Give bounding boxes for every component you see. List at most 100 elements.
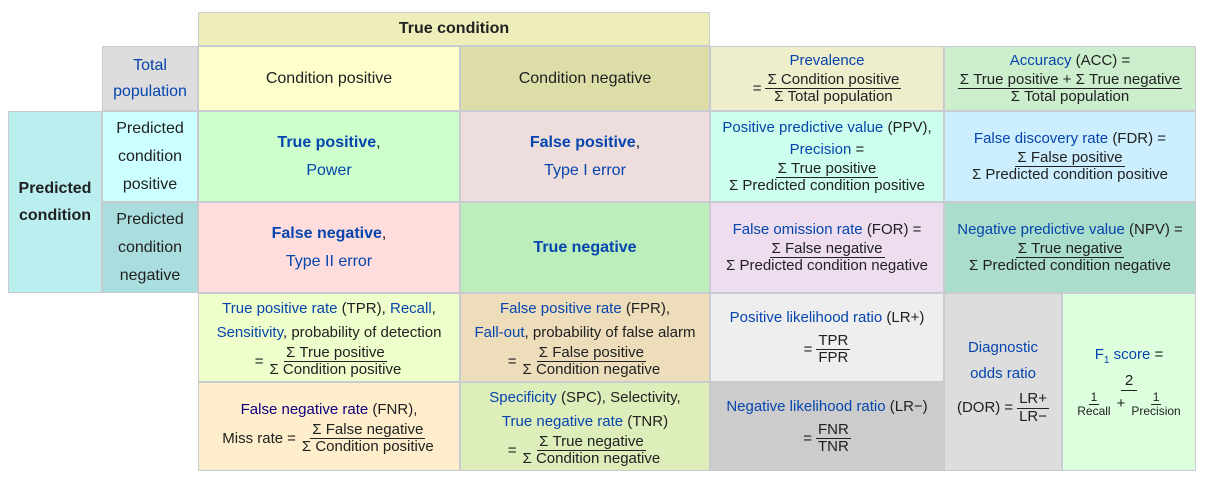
dor-abbr: (DOR) [956,399,1001,416]
false-negative-link[interactable]: False negative [271,225,382,243]
lr-positive-denominator: FPR [818,349,849,366]
prevalence-link[interactable]: Prevalence [789,51,865,69]
lr-negative-abbr: (LR−) [889,397,928,415]
predicted-negative-line1: Predicted [116,210,184,228]
lr-negative-fraction: FNR TNR [815,420,851,456]
fpr-abbr: (FPR), [625,299,671,317]
f1-subscript: 1 [1103,355,1110,367]
true-positive-link[interactable]: True positive [277,134,377,152]
type-ii-error-link[interactable]: Type II error [285,252,373,270]
predicted-positive-line3: positive [122,175,178,193]
predicted-condition-line1: Predicted [18,179,92,197]
for-cell: False omission rate (FOR) = Σ False nega… [710,202,944,293]
condition-positive-label: Condition positive [265,69,393,87]
predicted-negative-header: Predicted condition negative [102,202,198,293]
f1-fraction: 2 1 Recall + 1 Precision [1073,373,1184,418]
npv-link[interactable]: Negative predictive value [957,220,1125,238]
tpr-rest: , probability of detection [282,323,442,341]
f1-recall-one: 1 [1088,389,1100,405]
fnr-link[interactable]: False negative rate [240,400,369,418]
specificity-abbr: (SPC), Selectivity, [560,388,681,406]
recall-link[interactable]: Recall [389,299,432,317]
fnr-denominator: Σ Condition positive [301,438,434,455]
ppv-link[interactable]: Positive predictive value [722,118,884,136]
fdr-fraction: Σ False positive Σ Predicted condition p… [970,149,1170,184]
total-population-cell[interactable]: Total population [102,46,198,111]
f1-plus: + [1116,395,1126,412]
predicted-positive-line1: Predicted [116,119,184,137]
accuracy-cell: Accuracy (ACC) = Σ True positive + Σ Tru… [944,46,1196,111]
false-negative-cell: False negative, Type II error [198,202,460,293]
lr-positive-link[interactable]: Positive likelihood ratio [729,308,883,326]
fpr-cell: False positive rate (FPR), Fall-out, pro… [460,293,710,382]
fpr-fraction: Σ False positive Σ Condition negative [521,343,663,379]
specificity-cell: Specificity (SPC), Selectivity, True neg… [460,382,710,471]
dor-fraction: LR+ LR− [1017,390,1050,425]
power-link[interactable]: Power [306,161,352,179]
npv-cell: Negative predictive value (NPV) = Σ True… [944,202,1196,293]
tpr-comma: , [431,299,436,317]
miss-rate-label: Miss rate [222,429,284,447]
fpr-numerator: Σ False positive [536,343,646,362]
fnr-fraction: Σ False negative Σ Condition positive [300,420,436,456]
ppv-fraction: Σ True positive Σ Predicted condition po… [727,159,927,195]
specificity-link[interactable]: Specificity [489,388,557,406]
predicted-condition-header: Predicted condition [8,111,102,293]
dor-line2[interactable]: odds ratio [970,365,1036,382]
sensitivity-link[interactable]: Sensitivity [216,323,283,341]
lr-negative-link[interactable]: Negative likelihood ratio [726,397,886,415]
dor-line1[interactable]: Diagnostic [967,339,1039,356]
ppv-numerator: Σ True positive [775,159,879,178]
accuracy-numerator: Σ True positive + Σ True negative [957,70,1183,89]
lr-negative-cell: Negative likelihood ratio (LR−) = FNR TN… [710,382,944,471]
f1-precision-fraction: 1 Precision [1129,389,1182,418]
false-negative-comma: , [381,225,387,243]
f1-score-link[interactable]: F1 score [1095,346,1151,367]
fpr-denominator: Σ Condition negative [522,361,661,378]
fall-out-link[interactable]: Fall-out [474,323,525,341]
fnr-numerator: Σ False negative [310,420,426,439]
fdr-denominator: Σ Predicted condition positive [971,166,1169,183]
dor-cell: Diagnostic odds ratio (DOR) = LR+ LR− [944,293,1062,471]
tpr-abbr: (TPR), [341,299,386,317]
accuracy-abbr: (ACC) = [1075,51,1131,69]
lr-positive-cell: Positive likelihood ratio (LR+) = TPR FP… [710,293,944,382]
true-negative-cell: True negative [460,202,710,293]
tnr-link[interactable]: True negative rate [501,412,624,430]
predicted-positive-line2: condition [117,147,183,165]
dor-numerator: LR+ [1017,390,1050,409]
f1-precision-one: 1 [1150,389,1162,405]
f1-precision-label: Precision [1131,403,1181,418]
f1-equals: = [1154,346,1164,364]
accuracy-fraction: Σ True positive + Σ True negative Σ Tota… [957,70,1183,106]
fpr-rest: , probability of false alarm [524,323,696,341]
fdr-abbr: (FDR) = [1112,129,1167,147]
true-negative-link[interactable]: True negative [533,238,637,256]
lr-positive-fraction: TPR FPR [816,332,851,367]
true-positive-comma: , [376,134,381,152]
fpr-link[interactable]: False positive rate [499,299,622,317]
accuracy-link[interactable]: Accuracy [1009,51,1072,69]
false-positive-link[interactable]: False positive [529,134,636,152]
tpr-link[interactable]: True positive rate [222,299,338,317]
specificity-numerator: Σ True negative [537,432,646,451]
fdr-cell: False discovery rate (FDR) = Σ False pos… [944,111,1196,202]
true-positive-cell: True positive, Power [198,111,460,202]
prevalence-numerator: Σ Condition positive [765,70,902,89]
prevalence-fraction: Σ Condition positive Σ Total population [765,70,902,106]
accuracy-denominator: Σ Total population [1010,88,1130,105]
lr-negative-denominator: TNR [817,438,849,455]
false-positive-cell: False positive, Type I error [460,111,710,202]
precision-link[interactable]: Precision [789,140,852,158]
total-population-line2: population [113,82,187,100]
npv-fraction: Σ True negative Σ Predicted condition ne… [967,240,1173,275]
f1-recall-fraction: 1 Recall [1075,389,1112,418]
lr-negative-numerator: FNR [815,420,851,439]
type-i-error-link[interactable]: Type I error [544,161,626,179]
ppv-cell: Positive predictive value (PPV), Precisi… [710,111,944,202]
fdr-link[interactable]: False discovery rate [973,129,1109,147]
tpr-numerator: Σ True positive [283,343,387,362]
predicted-negative-line2: condition [117,238,183,256]
ppv-denominator: Σ Predicted condition positive [728,177,926,194]
for-link[interactable]: False omission rate [732,220,863,238]
